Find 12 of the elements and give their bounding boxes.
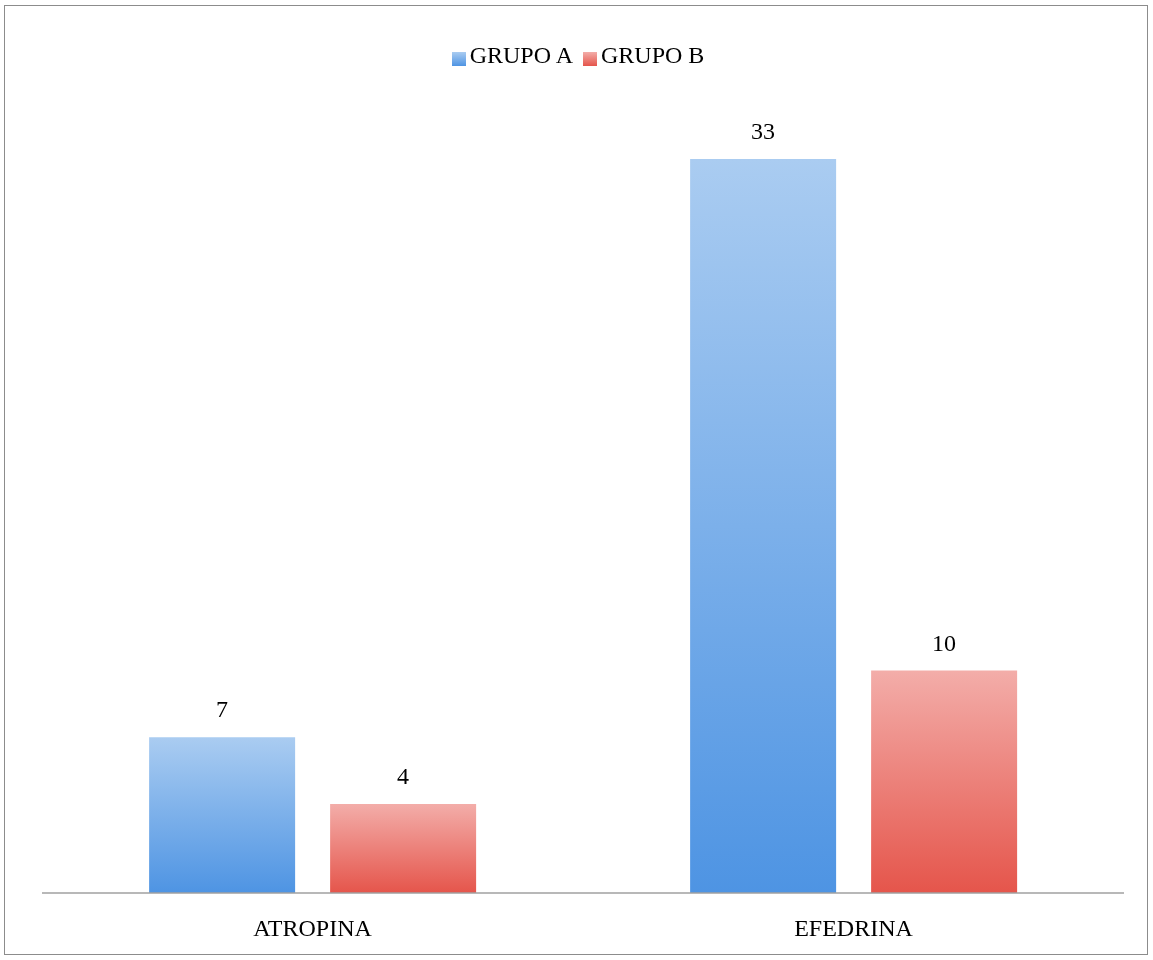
bar: [330, 804, 477, 893]
x-tick-label: ATROPINA: [253, 915, 373, 942]
x-tick-label: EFEDRINA: [794, 915, 914, 942]
data-label: 7: [216, 696, 229, 723]
legend-label: GRUPO A: [469, 42, 573, 68]
legend-label: GRUPO B: [601, 42, 705, 68]
bar: [149, 737, 296, 893]
bar: [690, 159, 837, 893]
data-label: 10: [932, 629, 957, 656]
bar: [871, 670, 1018, 893]
data-label: 33: [751, 118, 776, 144]
data-label: 4: [397, 763, 410, 790]
